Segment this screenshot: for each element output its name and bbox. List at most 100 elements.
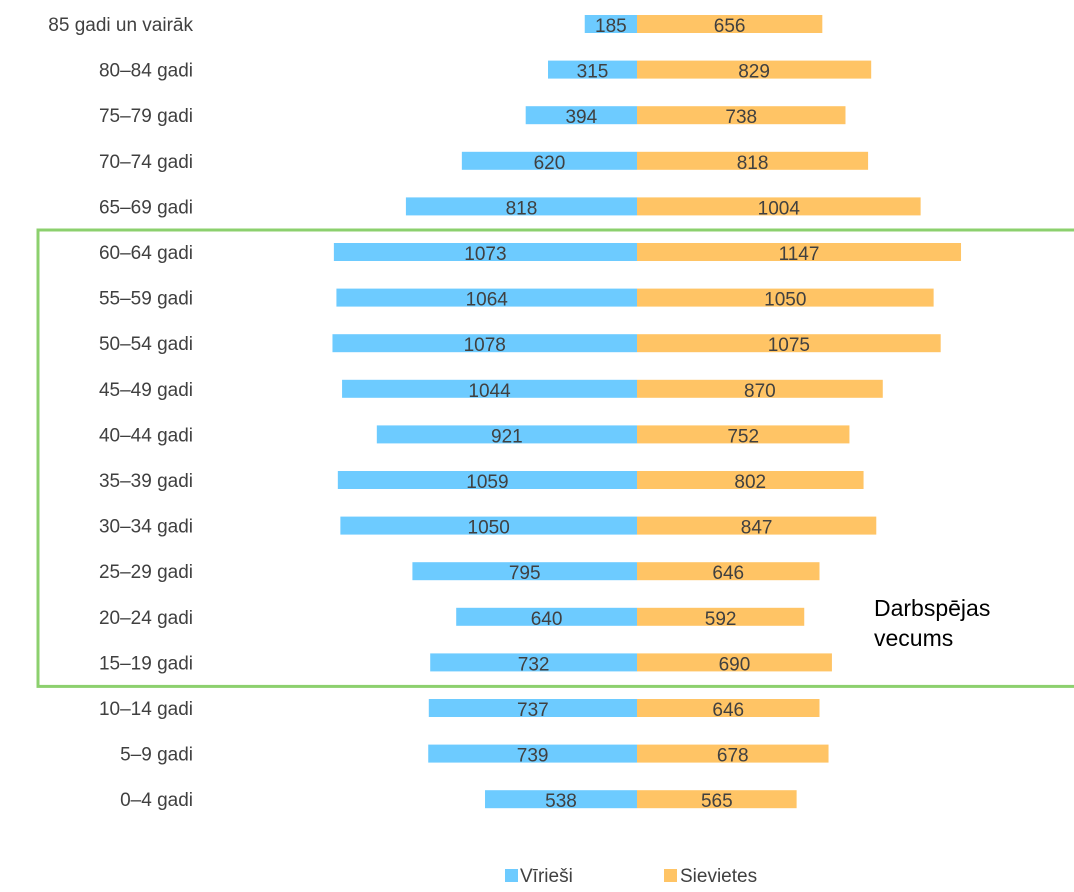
category-label: 40–44 gadi bbox=[99, 425, 193, 446]
bar-sievietes-30-34-gadi bbox=[637, 516, 877, 535]
bar-virieši-40-44-gadi bbox=[376, 425, 637, 444]
data-label-sievietes: 592 bbox=[705, 609, 737, 630]
data-label-sievietes: 690 bbox=[719, 654, 751, 675]
bar-sievietes-60-64-gadi bbox=[637, 243, 962, 261]
data-label-sievietes: 802 bbox=[734, 472, 766, 493]
data-label-sievietes: 678 bbox=[717, 746, 749, 767]
data-label-sievietes: 646 bbox=[712, 700, 744, 721]
data-label-virieši: 921 bbox=[491, 426, 523, 447]
category-label: 85 gadi un vairāk bbox=[48, 15, 193, 36]
bar-sievietes-65-69-gadi bbox=[637, 197, 921, 216]
category-label: 20–24 gadi bbox=[99, 608, 193, 629]
data-label-sievietes: 1050 bbox=[764, 290, 806, 311]
data-label-sievietes: 818 bbox=[737, 153, 769, 174]
bar-sievietes-80-84-gadi bbox=[637, 60, 872, 79]
highlight-label-line-2: vecums bbox=[874, 625, 953, 651]
data-label-virieši: 185 bbox=[595, 16, 627, 37]
category-label: 60–64 gadi bbox=[99, 243, 193, 264]
data-label-sievietes: 1147 bbox=[779, 244, 820, 265]
data-label-sievietes: 829 bbox=[738, 62, 770, 83]
data-label-virieši: 818 bbox=[506, 198, 538, 219]
series-virieši-bars bbox=[332, 15, 637, 809]
bar-sievietes-50-54-gadi bbox=[637, 334, 941, 353]
category-label: 15–19 gadi bbox=[99, 653, 193, 674]
bar-virieši-80-84-gadi bbox=[548, 60, 637, 79]
bar-virieši-45-49-gadi bbox=[342, 379, 637, 398]
data-label-virieši: 620 bbox=[534, 153, 566, 174]
data-label-virieši: 1050 bbox=[468, 518, 510, 539]
category-label: 70–74 gadi bbox=[99, 152, 193, 173]
data-label-virieši: 640 bbox=[531, 609, 563, 630]
series-sievietes-bars bbox=[637, 15, 962, 809]
bar-virieši-65-69-gadi bbox=[405, 197, 637, 216]
working-age-highlight-box bbox=[36, 228, 1074, 688]
data-label-sievietes: 646 bbox=[712, 563, 744, 584]
bar-virieši-15-19-gadi bbox=[430, 653, 637, 672]
data-label-virieši: 737 bbox=[517, 700, 549, 721]
data-label-sievietes: 752 bbox=[727, 426, 759, 447]
highlight-label-line-1: Darbspējas bbox=[874, 595, 990, 621]
legend-label-virieši: Vīrieši bbox=[520, 866, 573, 887]
category-label: 35–39 gadi bbox=[99, 471, 193, 492]
category-label: 10–14 gadi bbox=[99, 699, 193, 720]
bar-sievietes-85-gadi-un-vairāk bbox=[637, 15, 823, 33]
data-label-virieši: 538 bbox=[545, 791, 577, 812]
bar-sievietes-0-4-gadi bbox=[637, 790, 797, 809]
data-label-sievietes: 565 bbox=[701, 791, 733, 812]
bar-virieši-35-39-gadi bbox=[337, 471, 637, 489]
bar-virieši-30-34-gadi bbox=[340, 516, 637, 535]
legend: Vīrieši Sievietes bbox=[505, 866, 757, 887]
data-label-virieši: 1073 bbox=[464, 244, 506, 265]
bar-sievietes-25-29-gadi bbox=[637, 562, 820, 581]
data-label-sievietes: 656 bbox=[714, 16, 746, 37]
bar-sievietes-20-24-gadi bbox=[637, 607, 805, 626]
bar-sievietes-5-9-gadi bbox=[637, 744, 829, 763]
bar-sievietes-40-44-gadi bbox=[637, 425, 850, 444]
category-label: 45–49 gadi bbox=[99, 380, 193, 401]
data-label-virieši: 1044 bbox=[468, 381, 511, 402]
bar-virieši-85-gadi-un-vairāk bbox=[584, 15, 637, 33]
data-label-virieši: 795 bbox=[509, 563, 541, 584]
category-label: 80–84 gadi bbox=[99, 61, 193, 82]
data-label-virieši: 1078 bbox=[464, 335, 506, 356]
data-label-sievietes: 847 bbox=[741, 518, 773, 539]
bar-sievietes-45-49-gadi bbox=[637, 379, 883, 398]
data-label-sievietes: 1004 bbox=[758, 198, 801, 219]
legend-label-sievietes: Sievietes bbox=[680, 866, 757, 887]
category-label: 55–59 gadi bbox=[99, 289, 193, 310]
data-label-virieši: 1059 bbox=[466, 472, 508, 493]
bar-virieši-10-14-gadi bbox=[428, 699, 637, 717]
bar-sievietes-10-14-gadi bbox=[637, 699, 820, 717]
category-axis-labels: 85 gadi un vairāk 80–84 gadi 75–79 gadi 70–… bbox=[48, 15, 193, 811]
bar-sievietes-35-39-gadi bbox=[637, 471, 864, 489]
category-label: 30–34 gadi bbox=[99, 517, 193, 538]
bar-virieši-75-79-gadi bbox=[525, 106, 637, 125]
category-label: 65–69 gadi bbox=[99, 197, 193, 218]
data-label-virieši: 1064 bbox=[466, 290, 509, 311]
data-label-virieši: 739 bbox=[517, 746, 549, 767]
data-label-sievietes: 1075 bbox=[768, 335, 810, 356]
bar-virieši-0-4-gadi bbox=[485, 790, 637, 809]
bar-virieši-55-59-gadi bbox=[336, 288, 637, 307]
data-label-virieši: 394 bbox=[565, 107, 597, 128]
legend-swatch-virieši bbox=[505, 869, 518, 882]
category-label: 5–9 gadi bbox=[120, 745, 193, 766]
category-label: 0–4 gadi bbox=[120, 790, 193, 811]
bar-sievietes-75-79-gadi bbox=[637, 106, 846, 125]
bar-virieši-25-29-gadi bbox=[412, 562, 637, 581]
category-label: 25–29 gadi bbox=[99, 562, 193, 583]
bar-virieši-70-74-gadi bbox=[461, 151, 637, 170]
bar-sievietes-70-74-gadi bbox=[637, 151, 869, 170]
bar-virieši-5-9-gadi bbox=[428, 744, 637, 763]
bar-virieši-50-54-gadi bbox=[332, 334, 637, 353]
data-label-virieši: 315 bbox=[577, 62, 609, 83]
bar-sievietes-15-19-gadi bbox=[637, 653, 832, 672]
data-label-sievietes: 870 bbox=[744, 381, 776, 402]
category-label: 50–54 gadi bbox=[99, 334, 193, 355]
category-label: 75–79 gadi bbox=[99, 106, 193, 127]
bar-virieši-60-64-gadi bbox=[333, 243, 637, 261]
bar-virieši-20-24-gadi bbox=[456, 607, 637, 626]
data-labels: 185 656 315 829 394 738 620 818 818 1004 1073 1147 1… bbox=[464, 16, 820, 812]
data-label-sievietes: 738 bbox=[725, 107, 757, 128]
